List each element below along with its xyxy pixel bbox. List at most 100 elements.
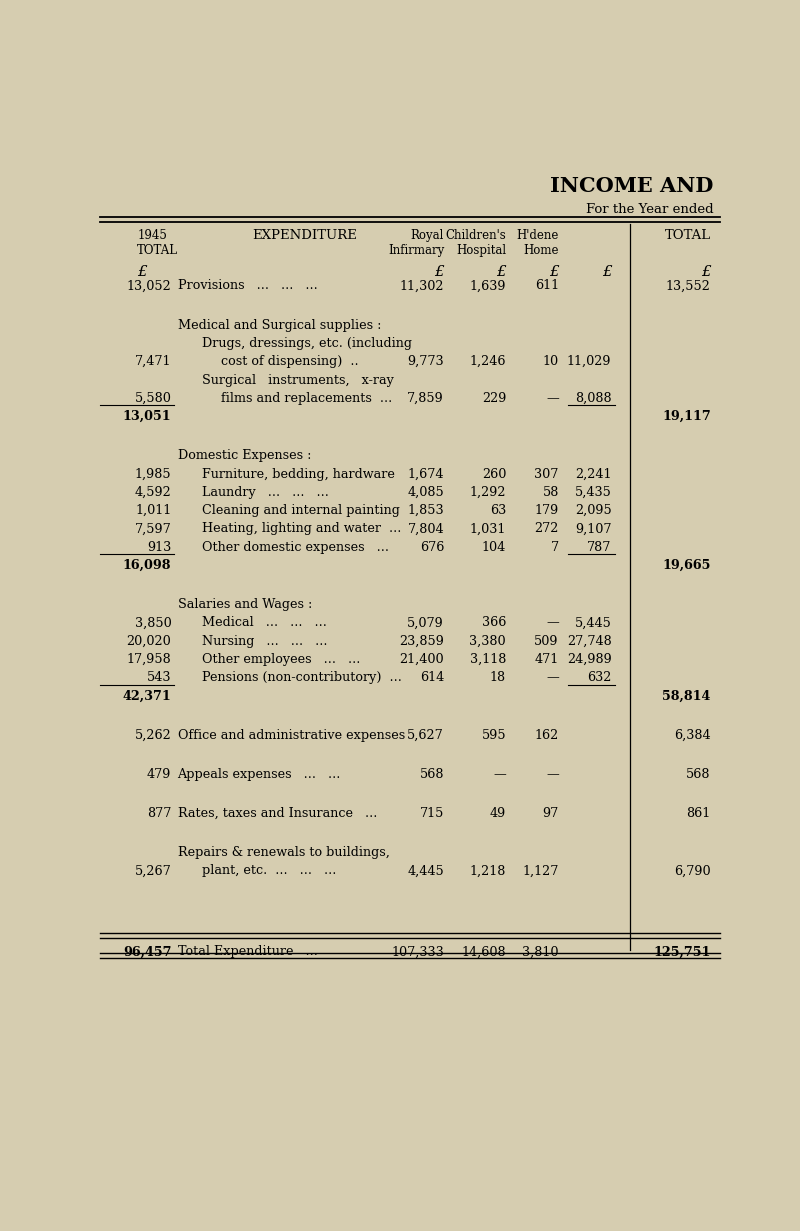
Text: Royal
Infirmary: Royal Infirmary [388,229,444,257]
Text: 9,107: 9,107 [575,522,611,535]
Text: 509: 509 [534,635,558,648]
Text: 913: 913 [147,540,171,554]
Text: 6,384: 6,384 [674,729,710,742]
Text: 7,597: 7,597 [134,522,171,535]
Text: 366: 366 [482,617,506,629]
Text: Domestic Expenses :: Domestic Expenses : [178,449,311,462]
Text: 8,088: 8,088 [575,391,611,405]
Text: —: — [546,391,558,405]
Text: 260: 260 [482,468,506,480]
Text: Cleaning and internal painting: Cleaning and internal painting [202,505,400,517]
Text: £: £ [496,265,506,279]
Text: 5,079: 5,079 [407,617,444,629]
Text: Medical and Surgical supplies :: Medical and Surgical supplies : [178,319,381,331]
Text: 1,674: 1,674 [408,468,444,480]
Text: 272: 272 [534,522,558,535]
Text: 1,127: 1,127 [522,864,558,878]
Text: 1,246: 1,246 [470,356,506,368]
Text: Medical   ...   ...   ...: Medical ... ... ... [202,617,327,629]
Text: 14,608: 14,608 [462,945,506,959]
Text: Salaries and Wages :: Salaries and Wages : [178,598,312,611]
Text: Children's
Hospital: Children's Hospital [446,229,506,257]
Text: Laundry   ...   ...   ...: Laundry ... ... ... [202,486,329,499]
Text: £: £ [602,265,611,279]
Text: 49: 49 [490,808,506,820]
Text: 10: 10 [542,356,558,368]
Text: 13,051: 13,051 [122,410,171,423]
Text: 676: 676 [420,540,444,554]
Text: 5,267: 5,267 [134,864,171,878]
Text: 18: 18 [490,671,506,684]
Text: 614: 614 [420,671,444,684]
Text: 96,457: 96,457 [123,945,171,959]
Text: 42,371: 42,371 [122,689,171,703]
Text: 17,958: 17,958 [126,652,171,666]
Text: 2,095: 2,095 [574,505,611,517]
Text: 1945
TOTAL: 1945 TOTAL [138,229,178,257]
Text: 5,445: 5,445 [574,617,611,629]
Text: 1,031: 1,031 [470,522,506,535]
Text: 1,985: 1,985 [134,468,171,480]
Text: 11,302: 11,302 [400,279,444,293]
Text: 11,029: 11,029 [567,356,611,368]
Text: TOTAL: TOTAL [665,229,710,243]
Text: 877: 877 [147,808,171,820]
Text: 3,118: 3,118 [470,652,506,666]
Text: 4,592: 4,592 [134,486,171,499]
Text: Total Expenditure   ...: Total Expenditure ... [178,945,318,959]
Text: 1,218: 1,218 [470,864,506,878]
Text: 58: 58 [542,486,558,499]
Text: plant, etc.  ...   ...   ...: plant, etc. ... ... ... [202,864,337,878]
Text: Other domestic expenses   ...: Other domestic expenses ... [202,540,390,554]
Text: Surgical   instruments,   x-ray: Surgical instruments, x-ray [202,373,394,387]
Text: Rates, taxes and Insurance   ...: Rates, taxes and Insurance ... [178,808,377,820]
Text: Provisions   ...   ...   ...: Provisions ... ... ... [178,279,318,293]
Text: 20,020: 20,020 [126,635,171,648]
Text: 479: 479 [147,768,171,780]
Text: —: — [546,617,558,629]
Text: 568: 568 [686,768,710,780]
Text: Nursing   ...   ...   ...: Nursing ... ... ... [202,635,328,648]
Text: Other employees   ...   ...: Other employees ... ... [202,652,361,666]
Text: 3,380: 3,380 [470,635,506,648]
Text: 307: 307 [534,468,558,480]
Text: films and replacements  ...: films and replacements ... [221,391,392,405]
Text: 5,262: 5,262 [134,729,171,742]
Text: 9,773: 9,773 [407,356,444,368]
Text: Pensions (non-contributory)  ...: Pensions (non-contributory) ... [202,671,402,684]
Text: 632: 632 [587,671,611,684]
Text: 543: 543 [147,671,171,684]
Text: —: — [546,671,558,684]
Text: Repairs & renewals to buildings,: Repairs & renewals to buildings, [178,846,390,859]
Text: Drugs, dressings, etc. (including: Drugs, dressings, etc. (including [202,337,412,350]
Text: 861: 861 [686,808,710,820]
Text: 5,435: 5,435 [574,486,611,499]
Text: £: £ [549,265,558,279]
Text: 16,098: 16,098 [123,559,171,572]
Text: 3,850: 3,850 [134,617,171,629]
Text: 27,748: 27,748 [566,635,611,648]
Text: 19,665: 19,665 [662,559,710,572]
Text: 715: 715 [420,808,444,820]
Text: 4,445: 4,445 [407,864,444,878]
Text: 595: 595 [482,729,506,742]
Text: 5,580: 5,580 [134,391,171,405]
Text: £: £ [434,265,444,279]
Text: 63: 63 [490,505,506,517]
Text: H'dene
Home: H'dene Home [517,229,558,257]
Text: 13,052: 13,052 [126,279,171,293]
Text: 3,810: 3,810 [522,945,558,959]
Text: For the Year ended: For the Year ended [586,203,714,215]
Text: 787: 787 [587,540,611,554]
Text: cost of dispensing)  ..: cost of dispensing) .. [221,356,358,368]
Text: 125,751: 125,751 [654,945,710,959]
Text: 611: 611 [534,279,558,293]
Text: 471: 471 [534,652,558,666]
Text: 7,859: 7,859 [407,391,444,405]
Text: 7,471: 7,471 [134,356,171,368]
Text: 179: 179 [534,505,558,517]
Text: Furniture, bedding, hardware: Furniture, bedding, hardware [202,468,395,480]
Text: 21,400: 21,400 [399,652,444,666]
Text: Heating, lighting and water  ...: Heating, lighting and water ... [202,522,402,535]
Text: 5,627: 5,627 [407,729,444,742]
